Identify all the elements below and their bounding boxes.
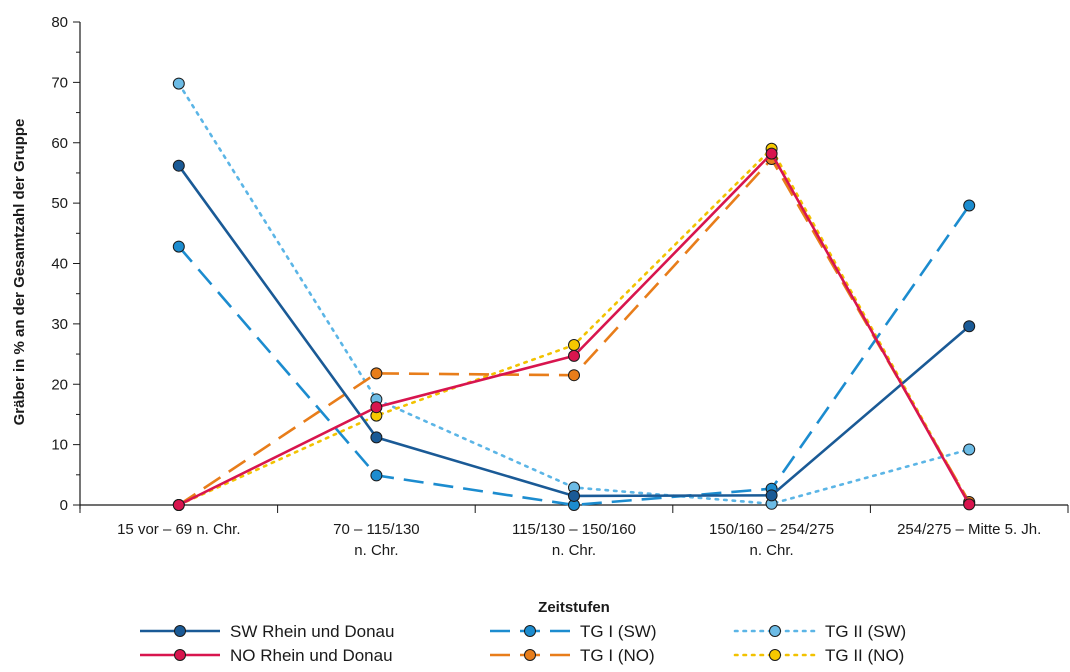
data-point [172,159,185,172]
legend-swatch-marker [174,625,186,637]
y-tick-label: 10 [51,437,68,454]
y-tick-label: 70 [51,74,68,91]
legend-entry: TG I (NO) [490,646,655,665]
legend-entry: TG I (SW) [490,622,656,641]
x-tick-label: 70 – 115/130 [333,521,419,538]
data-point [568,369,580,382]
x-tick-label: 150/160 – 254/275 [709,521,834,538]
legend-label: TG II (NO) [825,646,904,665]
legend-label: NO Rhein und Donau [230,646,393,665]
legend-swatch-marker [524,625,536,637]
legend-label: SW Rhein und Donau [230,622,394,641]
y-tick-label: 30 [51,316,68,333]
data-point [370,431,383,444]
series-0 [172,159,976,502]
legend-swatch-marker [769,625,781,637]
data-point [963,320,976,333]
legend-entry: TG II (SW) [733,622,906,641]
y-tick-label: 60 [51,135,68,152]
data-point [963,199,976,212]
series-4 [172,77,976,510]
legend-swatch-marker [769,649,781,661]
axes: 0 10 20 30 40 50 60 70 80 15 vor – 69 n. Chr. 70 –… [51,14,1069,559]
y-tick-label: 0 [60,497,68,514]
data-point [568,489,580,502]
y-tick-label: 50 [51,195,68,212]
x-tick-label: n. Chr. [750,542,794,559]
data-point [370,401,383,414]
data-point [370,367,383,380]
data-point [172,499,185,511]
series-line [177,204,971,507]
series-2 [172,199,976,511]
data-point [963,498,976,511]
axis-labels: Zeitstufen Gräber in % an der Gesamtzahl… [11,119,610,616]
x-tick-label: 15 vor – 69 n. Chr. [117,521,240,538]
y-tick-label: 20 [51,376,68,393]
data-point [765,489,778,502]
series-3 [172,153,976,511]
x-tick-label: 254/275 – Mitte 5. Jh. [897,521,1041,538]
x-axis-title: Zeitstufen [538,599,610,616]
y-tick-label: 40 [51,256,68,273]
data-point [963,443,976,456]
legend-entry: SW Rhein und Donau [140,622,394,641]
x-tick-label: n. Chr. [354,542,398,559]
series-layer [172,77,976,511]
x-tick-label: n. Chr. [552,542,596,559]
legend-swatch-marker [174,649,186,661]
legend-swatch-marker [524,649,536,661]
series-line [178,156,971,507]
legend-label: TG I (NO) [580,646,655,665]
data-point [172,77,185,90]
y-tick-label: 80 [51,14,68,31]
series-5 [172,142,976,511]
series-1 [172,147,976,511]
y-axis-title: Gräber in % an der Gesamtzahl der Gruppe [11,119,28,426]
data-point [765,147,778,160]
x-tick-label: 115/130 – 150/160 [512,521,636,538]
data-point [172,240,185,253]
legend-label: TG I (SW) [580,622,656,641]
legend-entry: TG II (NO) [733,646,904,665]
legend-label: TG II (SW) [825,622,906,641]
data-point [370,469,383,482]
data-point [568,339,580,352]
legend: SW Rhein und Donau NO Rhein und Donau TG I… [140,622,906,665]
data-point [568,349,580,362]
legend-entry: NO Rhein und Donau [140,646,393,665]
